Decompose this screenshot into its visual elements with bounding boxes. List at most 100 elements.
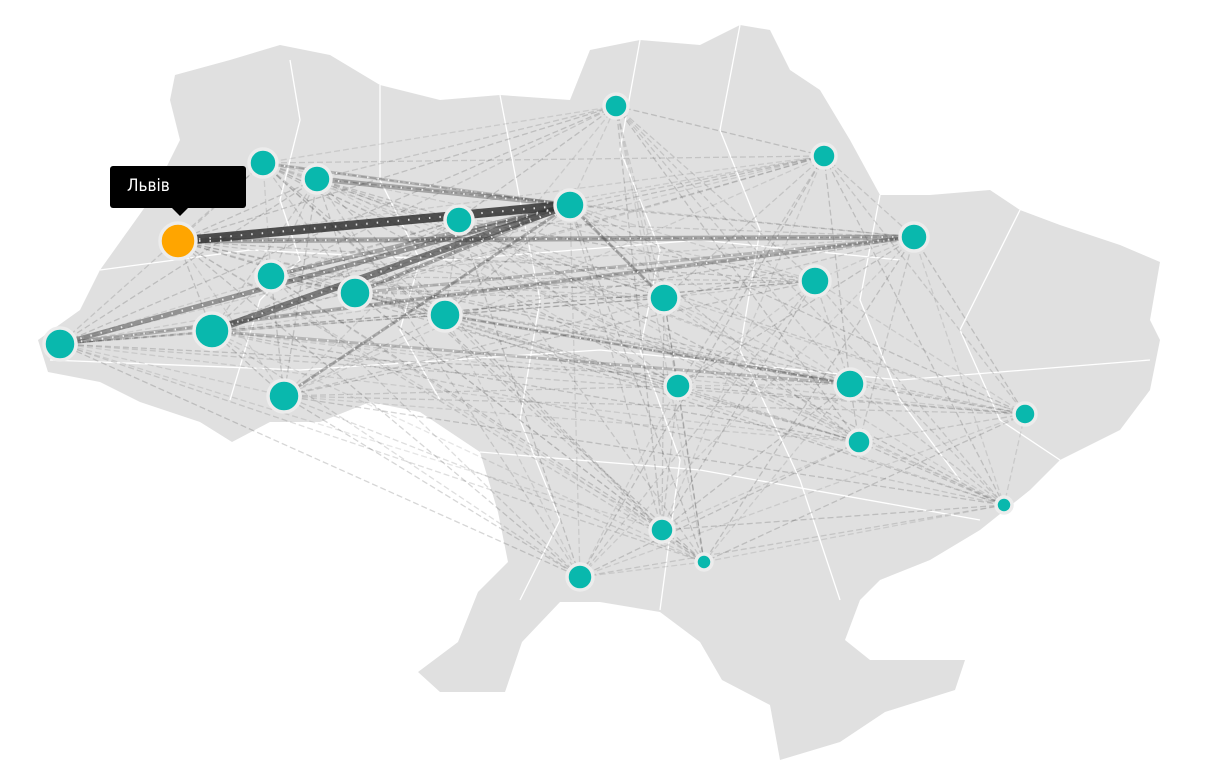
- connection-line: [270, 275, 851, 385]
- connection-line: [849, 383, 1005, 506]
- connection-line: [569, 204, 816, 282]
- connection-line: [569, 155, 825, 206]
- city-node[interactable]: [647, 281, 681, 315]
- connection-line: [569, 105, 617, 206]
- connection-line: [316, 178, 1005, 506]
- connection-line: [177, 105, 617, 242]
- connection-line: [677, 236, 915, 387]
- connection-line: [59, 202, 571, 347]
- connection-line: [177, 240, 851, 385]
- city-node[interactable]: [602, 92, 630, 120]
- city-node[interactable]: [810, 142, 838, 170]
- connection-line: [458, 219, 915, 238]
- connection-line: [663, 297, 860, 443]
- connection-line: [858, 441, 1005, 506]
- city-node[interactable]: [1012, 401, 1038, 427]
- connection-line: [354, 235, 915, 295]
- connection-line: [354, 292, 705, 563]
- connection-line: [316, 105, 617, 180]
- connection-line: [283, 385, 679, 397]
- city-node[interactable]: [266, 378, 302, 414]
- connection-line: [458, 219, 1026, 415]
- connection-line: [59, 343, 663, 531]
- connection-line: [262, 162, 446, 316]
- connection-line: [316, 178, 915, 238]
- connection-line: [458, 219, 816, 282]
- city-node[interactable]: [798, 264, 832, 298]
- connection-line: [615, 105, 1005, 506]
- connection-line: [913, 236, 1026, 415]
- city-node-selected[interactable]: [158, 221, 198, 261]
- connection-line: [283, 314, 446, 397]
- connection-line: [823, 155, 915, 238]
- city-node[interactable]: [301, 163, 333, 195]
- city-node[interactable]: [254, 259, 288, 293]
- connection-line: [615, 105, 705, 563]
- connection-line: [661, 155, 825, 531]
- city-node[interactable]: [337, 275, 373, 311]
- connection-line: [283, 219, 460, 397]
- city-node[interactable]: [994, 495, 1014, 515]
- connection-line: [814, 280, 1026, 415]
- connection-line: [661, 385, 679, 531]
- connection-line: [677, 385, 860, 443]
- connection-line: [823, 155, 851, 385]
- connection-line: [211, 330, 285, 397]
- connection-line: [579, 236, 915, 578]
- connection-line: [211, 330, 860, 443]
- connection-line: [59, 343, 1026, 415]
- connection-line: [316, 178, 460, 221]
- connection-line: [814, 280, 851, 385]
- connection-line: [211, 330, 705, 563]
- city-node[interactable]: [42, 326, 78, 362]
- city-node[interactable]: [694, 552, 714, 572]
- connection-line: [444, 204, 571, 316]
- city-node[interactable]: [648, 516, 676, 544]
- connection-line: [316, 178, 665, 299]
- connection-line: [177, 240, 663, 531]
- connection-line: [677, 280, 816, 387]
- city-node[interactable]: [833, 367, 867, 401]
- connection-line: [354, 280, 816, 294]
- connection-line: [1003, 413, 1026, 506]
- connection-line: [59, 343, 705, 563]
- city-node[interactable]: [663, 371, 693, 401]
- connection-line: [270, 275, 663, 531]
- connection-line: [211, 330, 1026, 415]
- connection-line: [444, 314, 663, 531]
- city-node[interactable]: [845, 428, 873, 456]
- connection-line: [569, 204, 663, 531]
- city-node[interactable]: [565, 562, 595, 592]
- city-node[interactable]: [553, 188, 587, 222]
- connection-line: [444, 314, 851, 385]
- connection-line: [316, 178, 581, 578]
- connection-line: [270, 275, 1026, 415]
- connection-line: [444, 236, 915, 316]
- connection-line: [211, 280, 816, 332]
- connection-line: [283, 395, 705, 563]
- city-node[interactable]: [192, 311, 232, 351]
- connection-line: [211, 314, 446, 332]
- connection-dots: [177, 236, 915, 242]
- connection-line: [59, 297, 665, 345]
- connection-line: [177, 240, 446, 316]
- connection-dots: [211, 204, 571, 332]
- city-node[interactable]: [427, 297, 463, 333]
- city-node[interactable]: [898, 221, 930, 253]
- connection-line: [569, 204, 851, 385]
- connection-line: [262, 162, 679, 387]
- city-node[interactable]: [247, 147, 279, 179]
- connection-line: [316, 178, 356, 294]
- connection-line: [444, 314, 581, 578]
- connection-line: [354, 292, 665, 299]
- city-node[interactable]: [443, 204, 475, 236]
- connection-dots: [354, 204, 571, 294]
- connection-dots: [569, 204, 665, 299]
- connection-line: [661, 280, 816, 531]
- connection-line: [283, 395, 860, 443]
- connection-line: [211, 155, 825, 332]
- connection-line: [569, 204, 705, 563]
- connection-line: [211, 219, 460, 332]
